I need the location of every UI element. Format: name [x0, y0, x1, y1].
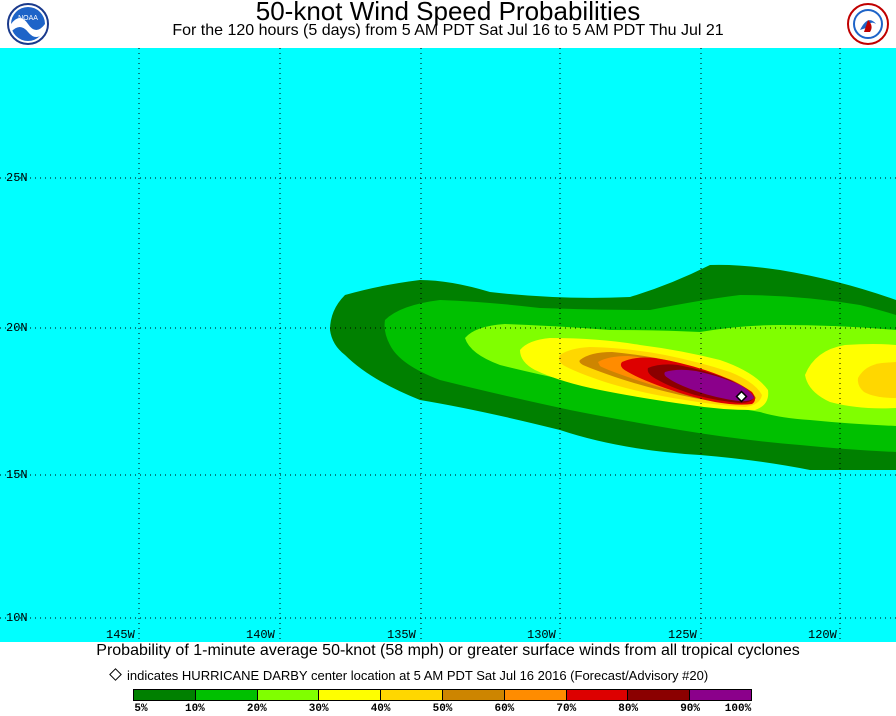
storm-center-legend: indicates HURRICANE DARBY center locatio…: [107, 668, 708, 683]
page-title: 50-knot Wind Speed Probabilities: [255, 0, 641, 26]
colorbar-label: 100%: [724, 703, 752, 715]
lon-label-130w: 130W: [527, 628, 556, 642]
colorbar-swatch: [690, 690, 751, 700]
colorbar-swatch: [628, 690, 691, 700]
colorbar-label: 10%: [184, 703, 205, 715]
colorbar-swatch: [257, 690, 320, 700]
colorbar-swatch: [566, 690, 629, 700]
lon-label-140w: 140W: [246, 628, 275, 642]
colorbar-swatch: [381, 690, 443, 700]
colorbar-swatch: [319, 690, 382, 700]
lat-label-10n: 10N: [6, 611, 28, 625]
contour-40-percent-east: [857, 362, 896, 398]
colorbar-label: 50%: [432, 703, 453, 715]
colorbar-label: 60%: [494, 703, 515, 715]
nws-logo: [847, 3, 889, 45]
probability-description: Probability of 1-minute average 50-knot …: [96, 642, 800, 659]
probability-map: [0, 48, 896, 642]
lon-label-145w: 145W: [106, 628, 135, 642]
page-subtitle: For the 120 hours (5 days) from 5 AM PDT…: [172, 22, 724, 39]
colorbar-label: 30%: [308, 703, 329, 715]
storm-center-diamond-icon: [735, 390, 748, 403]
header: NOAA 50-knot Wind Speed Probabilities Fo…: [0, 0, 896, 48]
colorbar-label: 20%: [246, 703, 267, 715]
colorbar-label: 80%: [618, 703, 639, 715]
lat-label-20n: 20N: [6, 321, 28, 335]
lat-label-25n: 25N: [6, 171, 28, 185]
map-gridlines: [0, 48, 896, 642]
colorbar-label: 90%: [680, 703, 700, 715]
lat-label-15n: 15N: [6, 468, 28, 482]
diamond-icon: [109, 668, 122, 681]
probability-colorbar: [133, 689, 752, 701]
noaa-logo: NOAA: [7, 3, 49, 45]
lon-label-135w: 135W: [387, 628, 416, 642]
lon-label-125w: 125W: [668, 628, 697, 642]
svg-text:NOAA: NOAA: [18, 15, 38, 22]
colorbar-swatch: [134, 690, 196, 700]
contour-90-percent: [664, 369, 754, 402]
colorbar-swatch: [442, 690, 505, 700]
colorbar-swatch: [195, 690, 258, 700]
colorbar-label: 70%: [556, 703, 577, 715]
lon-label-120w: 120W: [808, 628, 837, 642]
colorbar-label: 5%: [134, 703, 148, 715]
colorbar-swatch: [504, 690, 567, 700]
storm-center-note: indicates HURRICANE DARBY center locatio…: [127, 668, 709, 683]
colorbar-label: 40%: [370, 703, 391, 715]
